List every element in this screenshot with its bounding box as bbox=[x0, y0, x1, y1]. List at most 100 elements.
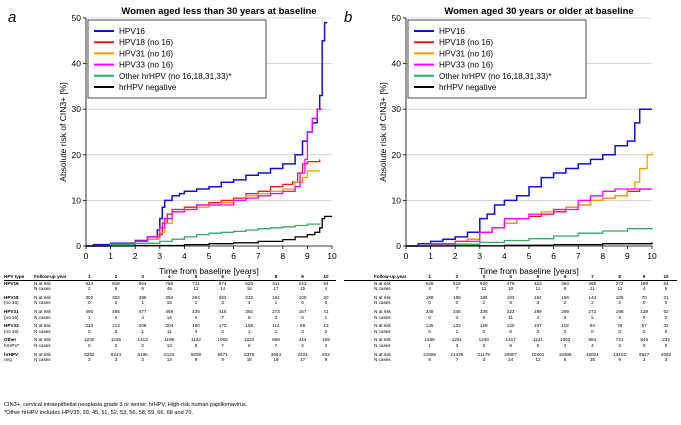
table-cell: 94 bbox=[589, 323, 595, 329]
panel-a-legend-label: HPV31 (no 16) bbox=[119, 49, 173, 58]
panel-b-x-tick-label: 3 bbox=[477, 251, 482, 261]
risk-table-left: HPV type Follow-up year 1 2 3 4 5 6 7 8 9 10 HPV16 N … bbox=[4, 274, 336, 363]
table-cell: 349 bbox=[425, 308, 434, 314]
panel-b-x-tick-label: 8 bbox=[600, 251, 605, 261]
panel-a-x-tick-label: 2 bbox=[133, 251, 138, 261]
panel-a-y-axis-label: Absolute risk of CIN3+ [%] bbox=[58, 82, 68, 181]
table-cell: 0 bbox=[642, 328, 646, 334]
table-hpv-type: HPV18 bbox=[4, 294, 19, 300]
table-cell: 13 bbox=[166, 342, 172, 348]
table-cell: 5 bbox=[591, 314, 594, 320]
table-cell: 204 bbox=[165, 323, 174, 329]
table-cell: 12 bbox=[193, 286, 199, 292]
table-header-year: 7 bbox=[591, 274, 594, 279]
table-hpv-type: neg. bbox=[4, 357, 13, 363]
table-cell: 272 bbox=[588, 308, 597, 314]
panel-b-x-tick-label: 6 bbox=[551, 251, 556, 261]
table-cell: 120 bbox=[506, 323, 515, 329]
table-cell: 1093 bbox=[217, 337, 228, 343]
table-cell: 11 bbox=[590, 286, 595, 292]
table-cell: 159 bbox=[245, 323, 254, 329]
panel-a-legend-label: HPV33 (no 16) bbox=[119, 61, 173, 70]
table-cell: 6 bbox=[482, 314, 486, 320]
table-cell: 0 bbox=[642, 342, 646, 348]
table-cell: 62 bbox=[663, 308, 669, 314]
table-row-label: N cases bbox=[34, 314, 51, 320]
table-header-year: 4 bbox=[509, 274, 512, 279]
table-cell: 392 bbox=[245, 308, 254, 314]
table-cell: 0 bbox=[428, 328, 431, 334]
table-cell: 1226 bbox=[110, 337, 122, 343]
panel-b-series-line bbox=[406, 108, 652, 247]
panel-b-x-tick-label: 9 bbox=[625, 251, 630, 261]
panel-b-y-axis-label: Absolute risk of CIN3+ [%] bbox=[378, 82, 388, 181]
table-cell: 243 bbox=[289, 279, 316, 287]
panel-a-series-line bbox=[86, 215, 332, 247]
table-cell: 1 bbox=[274, 300, 278, 306]
table-cell: 70 bbox=[641, 294, 647, 300]
table-cell: 2 bbox=[194, 300, 198, 306]
table-cell: 620 bbox=[235, 279, 263, 287]
table-header-year: 3 bbox=[482, 274, 486, 279]
table-cell: 12 bbox=[617, 286, 623, 292]
table-cell: 4 bbox=[428, 286, 431, 292]
table-cell: 1213 bbox=[137, 337, 148, 343]
table-row-label: N at risk bbox=[34, 279, 76, 287]
table-cell: 24 bbox=[508, 357, 514, 363]
table-cell: 14 bbox=[166, 314, 172, 320]
table-header-year: 6 bbox=[563, 274, 567, 279]
table-cell: 5 bbox=[563, 286, 567, 292]
table-cell: 133 bbox=[453, 323, 461, 329]
table-header-year: 2 bbox=[455, 274, 459, 279]
table-header-followup: Follow-up year bbox=[374, 274, 407, 279]
table-cell: 516 bbox=[443, 279, 471, 287]
table-cell: 21439 bbox=[450, 351, 464, 357]
table-cell: 21695 bbox=[423, 351, 437, 357]
table-cell: 18 bbox=[246, 286, 252, 292]
table-cell: 17 bbox=[300, 357, 306, 363]
panel-a-x-tick-label: 1 bbox=[108, 251, 113, 261]
table-cell: 5839 bbox=[190, 351, 202, 357]
table-cell: 49 bbox=[166, 286, 172, 292]
table-header-year: 8 bbox=[274, 274, 278, 279]
table-cell: 415 bbox=[218, 308, 227, 314]
table-cell: 804 bbox=[129, 279, 156, 287]
table-row-label: N cases bbox=[34, 342, 51, 348]
table-row-label: N cases bbox=[374, 328, 391, 334]
table-cell: 2 bbox=[563, 328, 567, 334]
table-cell: 15 bbox=[300, 286, 306, 292]
table-cell: 3 bbox=[664, 357, 668, 363]
table-cell: 32 bbox=[663, 323, 669, 329]
table-cell: 59 bbox=[300, 323, 306, 329]
table-cell: 3 bbox=[274, 314, 278, 320]
table-cell: 984 bbox=[588, 337, 597, 343]
table-cell: 3 bbox=[301, 328, 304, 334]
panel-a-y-tick-label: 20 bbox=[72, 150, 82, 160]
table-cell: 1217 bbox=[505, 337, 516, 343]
table-cell: 0 bbox=[428, 314, 431, 320]
table-cell: 107 bbox=[534, 323, 542, 329]
table-cell: 4 bbox=[324, 286, 328, 292]
table-cell: 6 bbox=[301, 314, 304, 320]
table-cell: 0 bbox=[88, 342, 91, 348]
panel-a-y-tick-label: 0 bbox=[76, 241, 81, 251]
table-cell: 100 bbox=[298, 294, 307, 300]
panel-a-legend-label: HPV16 bbox=[119, 27, 145, 36]
table-cell: 8 bbox=[428, 357, 431, 363]
table-hpv-type: (no 16) bbox=[4, 300, 19, 306]
table-row-label: N cases bbox=[374, 300, 391, 306]
table-cell: 135 bbox=[425, 323, 434, 329]
table-cell: 9927 bbox=[639, 351, 650, 357]
table-hpv-type: HPV33 bbox=[4, 323, 19, 329]
footnote-other-hrhpv: *Other hrHPV includes HPV35, 39, 45, 51,… bbox=[4, 410, 194, 416]
table-cell: 525 bbox=[416, 279, 444, 287]
table-cell: 8 bbox=[509, 328, 512, 334]
table-cell: 7 bbox=[455, 357, 459, 363]
table-cell: 0 bbox=[642, 300, 646, 306]
table-header-year: 10 bbox=[663, 274, 669, 279]
table-cell: 1 bbox=[324, 314, 328, 320]
footnote-abbreviations: CIN3+, cervical intraepithelial neoplasi… bbox=[4, 402, 248, 408]
panel-b-legend-label: HPV18 (no 16) bbox=[439, 38, 493, 47]
table-cell: 6 bbox=[563, 357, 567, 363]
